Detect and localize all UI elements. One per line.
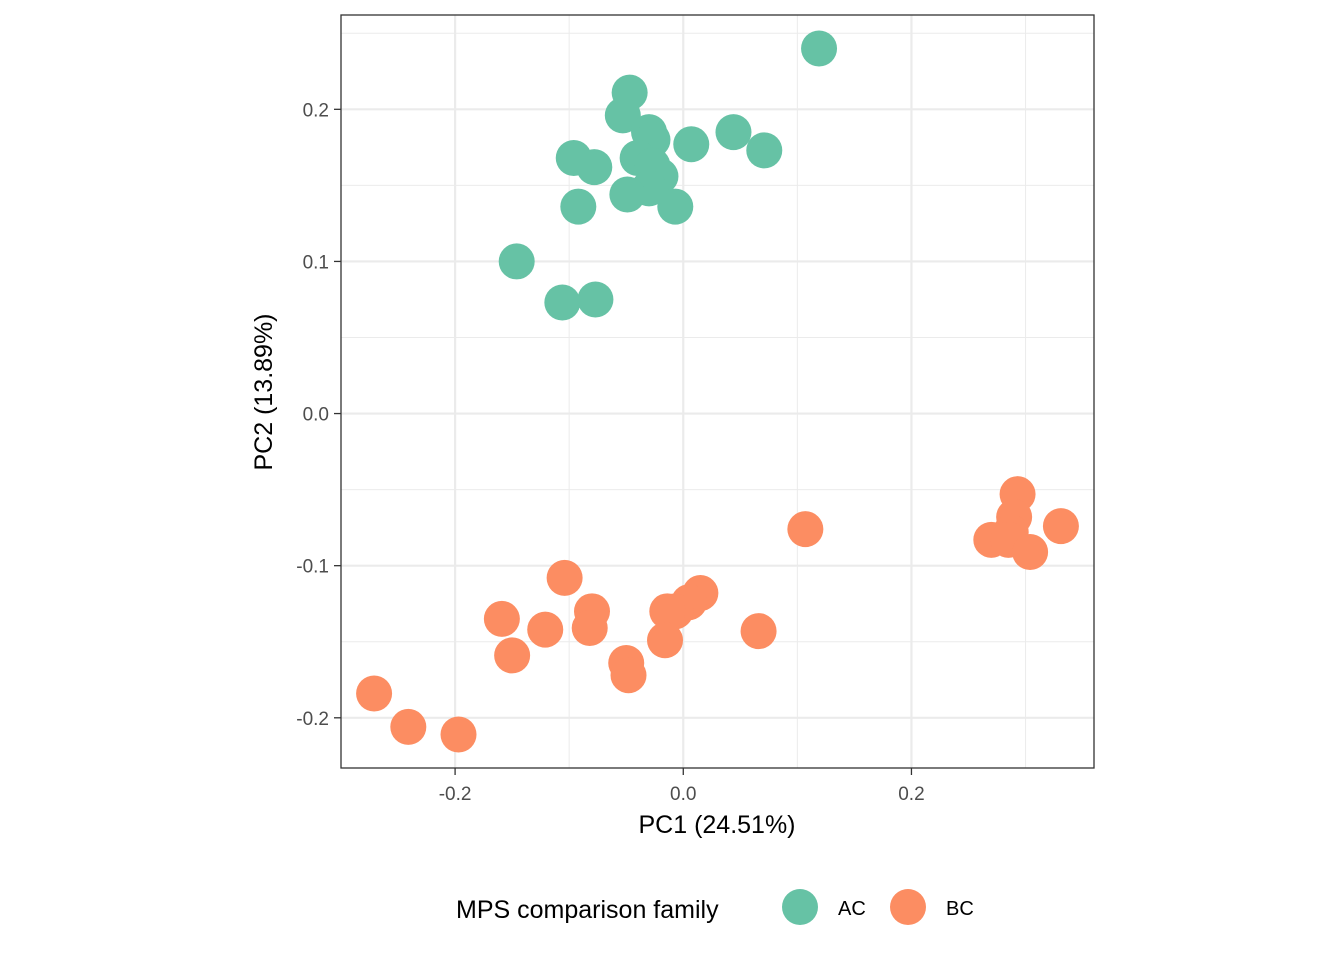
grid-minor-lines [341,15,1094,768]
data-point-bc [494,637,531,674]
y-tick-label: 0.1 [303,252,329,273]
y-axis-title: PC2 (13.89%) [250,313,278,470]
grid-major-lines [341,15,1094,768]
plot-panel-background [341,15,1094,768]
data-point-ac [576,149,613,186]
x-tick-label: 0.0 [670,784,696,805]
data-point-bc [649,593,686,630]
data-point-ac [577,281,614,318]
x-axis-ticks: -0.2 0.0 0.2 [439,768,925,805]
data-points [356,30,1079,753]
data-point-bc [740,613,777,650]
data-point-bc [610,657,647,694]
data-point-bc [571,610,608,647]
data-point-bc [546,559,583,596]
data-point-bc [390,708,427,745]
x-axis-title: PC1 (24.51%) [638,811,795,839]
data-point-ac [715,114,752,151]
legend-key-bc [890,889,926,925]
data-point-bc [1012,533,1049,570]
data-point-ac [746,132,783,169]
y-axis-ticks: -0.2 -0.1 0.0 0.1 0.2 [296,100,341,730]
data-point-ac [544,284,581,321]
data-point-bc [440,716,477,753]
y-tick-label: -0.2 [296,709,329,730]
data-point-bc [1042,508,1079,545]
data-point-bc [483,600,520,637]
data-point-ac [801,30,838,67]
data-point-ac [609,176,646,213]
y-tick-label: 0.2 [303,100,329,121]
x-tick-label: -0.2 [439,784,472,805]
legend: MPS comparison family AC BC [456,889,974,925]
legend-label-bc: BC [946,898,974,920]
legend-key-ac [782,889,818,925]
legend-label-ac: AC [838,898,866,920]
data-point-bc [527,611,564,648]
data-point-bc [787,511,824,548]
data-point-ac [657,188,694,225]
data-point-ac [498,243,535,280]
legend-title: MPS comparison family [456,896,719,924]
data-point-ac [604,97,641,134]
x-tick-label: 0.2 [898,784,924,805]
data-point-ac [673,126,710,163]
y-tick-label: -0.1 [296,557,329,578]
plot-panel-border [340,14,1095,769]
data-point-bc [356,675,393,712]
data-point-ac [560,188,597,225]
y-tick-label: 0.0 [303,405,329,426]
data-point-bc [647,622,684,659]
